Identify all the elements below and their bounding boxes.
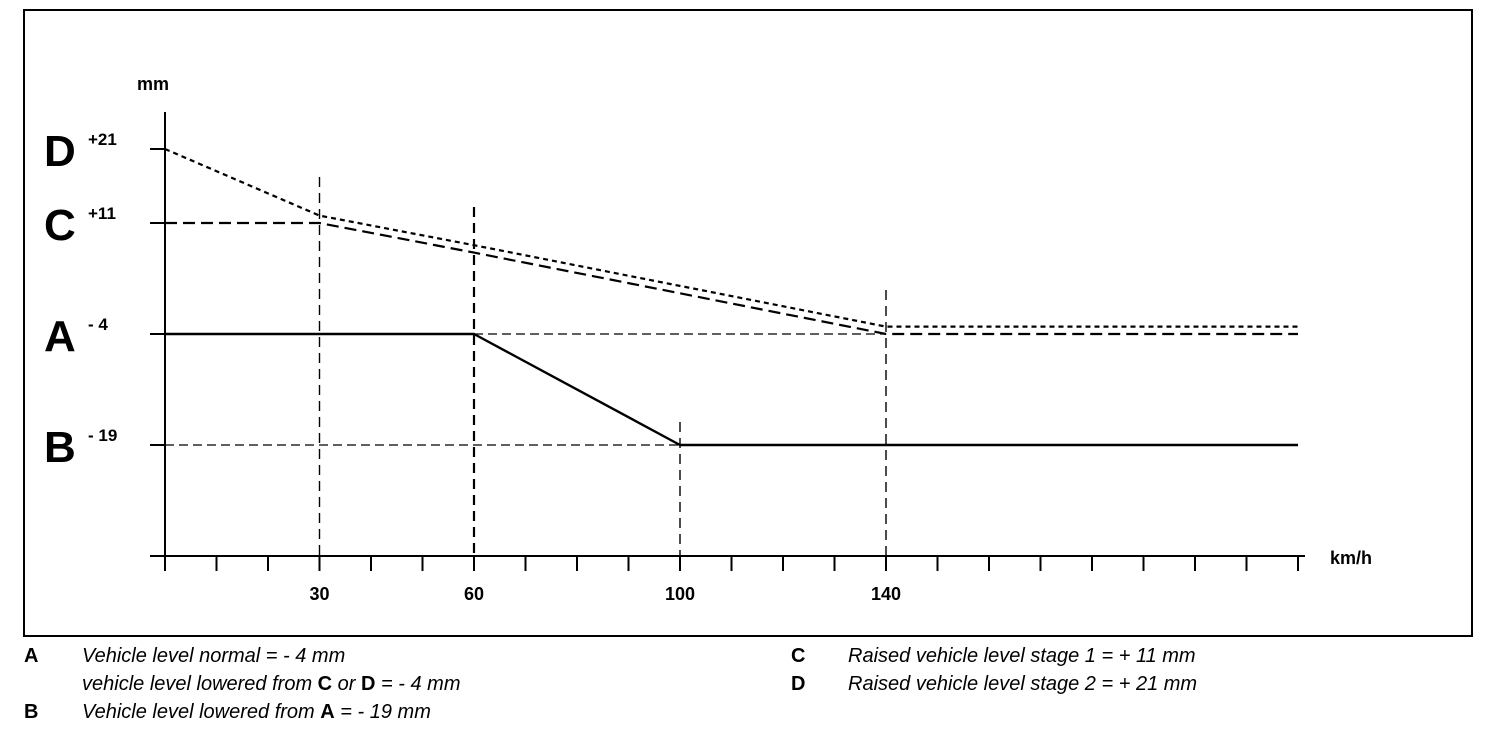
y-level-letter-c: C — [44, 201, 76, 250]
legend-a-line1: Vehicle level normal = - 4 mm — [82, 645, 346, 667]
x-tick-label-140: 140 — [871, 584, 901, 604]
legend-key-b: B — [24, 701, 39, 723]
series-lines — [164, 147, 1298, 447]
x-tick-label-100: 100 — [665, 584, 695, 604]
y-level-value-b: - 19 — [88, 426, 117, 445]
legend-a-ref-d: D — [361, 673, 376, 695]
legend-key-d: D — [791, 673, 806, 695]
legend-key-a: A — [24, 645, 39, 667]
y-level-letter-d: D — [44, 127, 76, 176]
axes — [150, 112, 1305, 571]
legend-c-line: Raised vehicle level stage 1 = + 11 mm — [848, 645, 1196, 667]
y-level-letter-b: B — [44, 423, 76, 472]
series-line-dotted — [164, 147, 1298, 328]
legend-b-ref-a: A — [320, 701, 335, 723]
y-level-value-a: - 4 — [88, 315, 108, 334]
x-axis-title: km/h — [1330, 548, 1372, 568]
x-tick-label-30: 30 — [309, 584, 329, 604]
y-level-value-c: +11 — [88, 204, 116, 223]
reference-lines — [165, 177, 887, 556]
legend-key-c: C — [791, 645, 806, 667]
series-line-solid — [165, 332, 1298, 447]
chart-frame — [23, 9, 1473, 637]
legend-a-ref-c: C — [317, 673, 333, 695]
series-line-dashed — [165, 221, 1298, 336]
legend-d-line: Raised vehicle level stage 2 = + 21 mm — [848, 673, 1198, 695]
axis-labels: D +21 C +11 A - 4 B - 19 mm km/h 30 60 100 140 — [44, 74, 1372, 604]
x-tick-label-60: 60 — [464, 584, 484, 604]
y-axis-title: mm — [137, 74, 169, 94]
y-level-value-d: +21 — [88, 130, 117, 149]
legend-a-line2: vehicle level lowered from C or D = - 4 … — [82, 673, 461, 695]
y-level-letter-a: A — [44, 312, 76, 361]
legend-b-line: Vehicle level lowered from A = - 19 mm — [82, 701, 431, 723]
